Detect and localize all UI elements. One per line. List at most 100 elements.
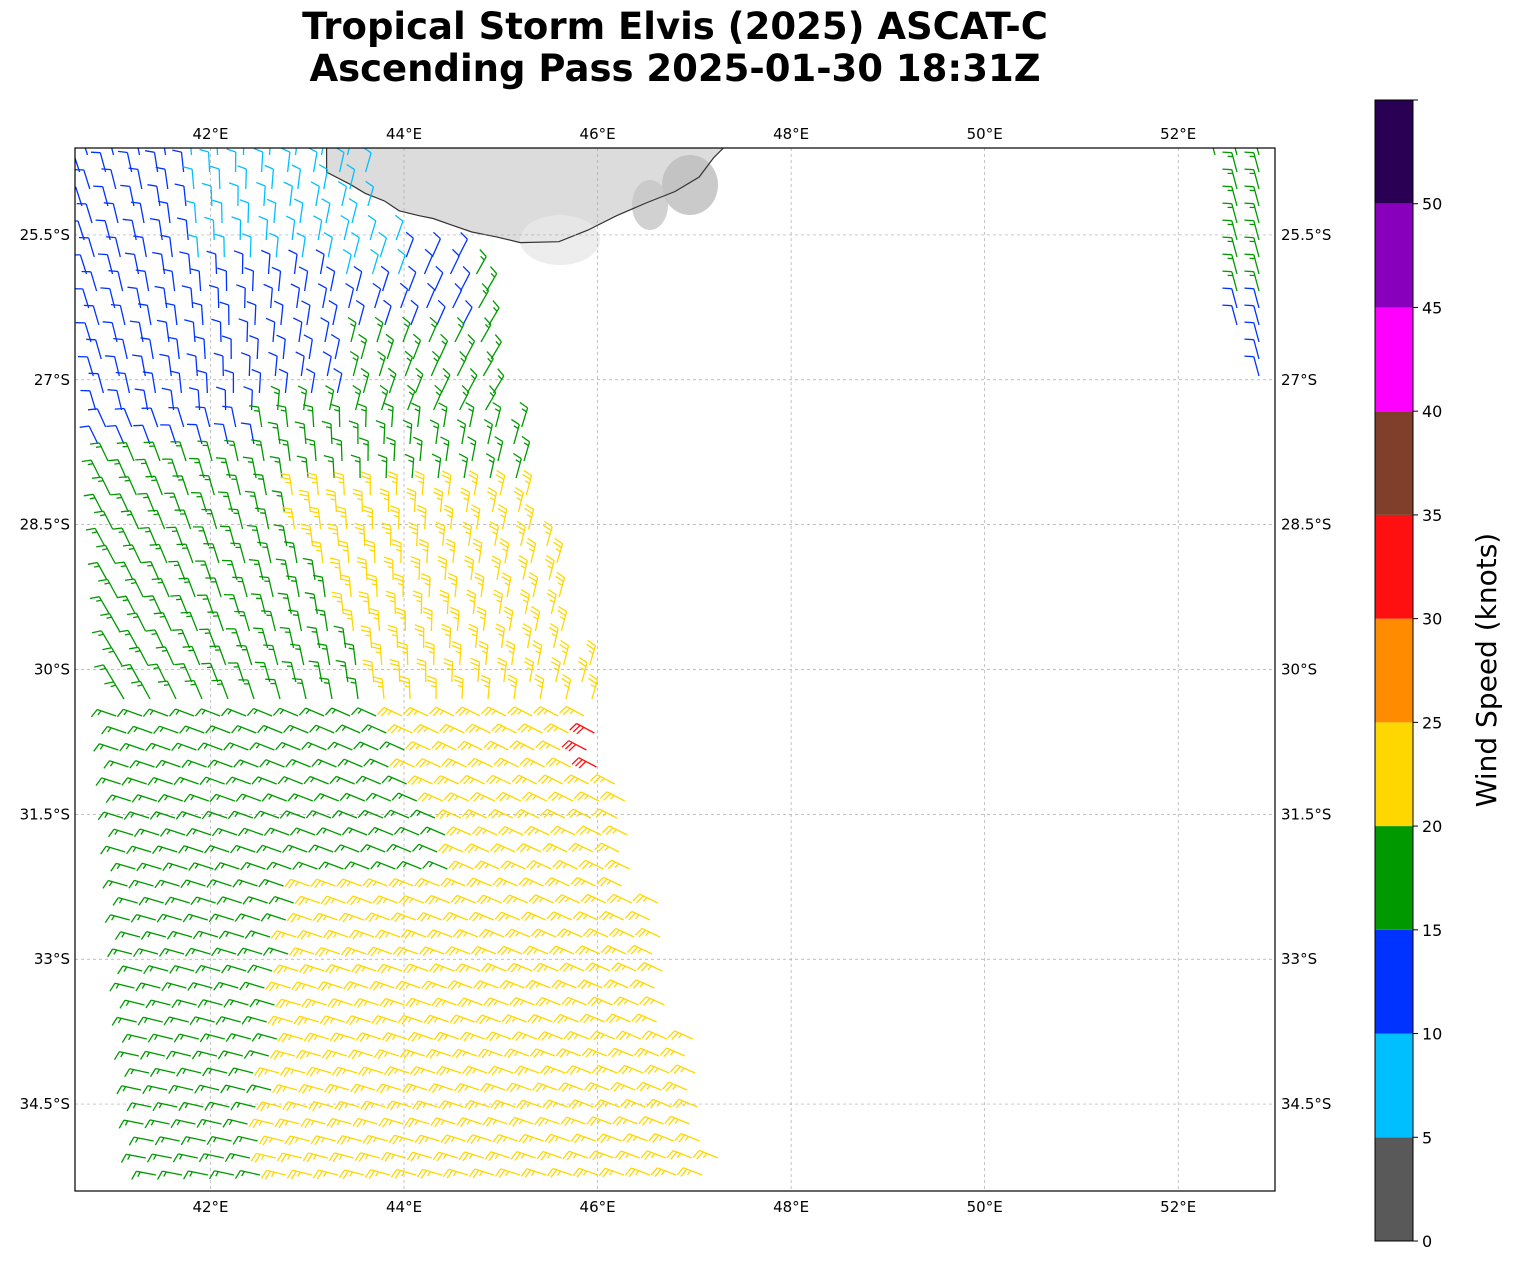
wind-barb [257,541,272,564]
wind-barb [119,999,145,1009]
wind-barb [373,1049,400,1060]
wind-barb [360,367,370,394]
wind-barb [258,1135,284,1146]
wind-barb [128,879,154,889]
wind-barb [291,164,302,190]
wind-barb [226,148,237,173]
wind-barb [613,996,639,1007]
lat-tick-label-right: 30°S [1281,661,1317,679]
wind-barb [410,299,419,326]
wind-barb [262,947,289,956]
wind-barb [288,609,303,632]
wind-barb [521,435,531,462]
wind-barb [205,725,231,734]
wind-barb [206,1135,232,1146]
wind-barb [499,979,525,990]
wind-barb [478,283,490,309]
wind-barb [529,1048,556,1059]
wind-barb [272,707,299,717]
wind-barb [157,680,177,700]
wind-barb [318,164,329,190]
wind-barb [579,1013,605,1024]
lat-tick-label-left: 34.5°S [20,1095,70,1113]
wind-barb [346,148,350,156]
lon-tick-label-top: 52°E [1160,125,1196,143]
wind-barb [354,522,366,547]
wind-barb [208,1170,235,1180]
colorbar-bin [1375,307,1413,412]
wind-barb [153,725,179,735]
wind-barb [126,612,146,632]
wind-barb [283,181,293,207]
wind-barb [260,1169,287,1180]
lat-tick-label-right: 34.5°S [1281,1095,1331,1113]
wind-barb [203,543,220,564]
wind-barb [531,1082,558,1093]
wind-barb [569,722,595,735]
wind-barb [161,982,187,992]
wind-barb [467,757,493,768]
wind-barb [522,945,549,956]
wind-barb [546,1167,573,1178]
wind-barb [1222,151,1238,173]
wind-barb [515,520,526,547]
wind-barb [534,674,545,700]
wind-barb [267,1015,293,1026]
wind-barb [116,441,135,462]
wind-barb [317,283,328,309]
wind-barb [157,1170,183,1180]
wind-barb [643,1064,670,1075]
wind-barb [587,996,613,1007]
colorbar-tick-label: 5 [1422,1128,1432,1147]
wind-barb [195,560,212,581]
wind-barb [337,540,350,564]
wind-barb [535,740,561,751]
wind-barb [428,963,455,974]
wind-barb [122,544,142,564]
wind-barb [639,996,665,1006]
wind-barb [209,645,227,666]
wind-barb [98,578,118,598]
wind-barb [1244,202,1260,224]
wind-barb [84,148,89,156]
wind-barb [294,421,307,445]
wind-barb [147,1033,173,1043]
wind-barb [336,1135,362,1145]
wind-barb [297,385,308,411]
wind-barb [94,510,114,530]
wind-barb [298,707,325,717]
wind-barb [313,215,323,241]
wind-barb [669,1064,696,1075]
wind-barb [241,233,252,258]
wind-barb [149,811,176,820]
wind-barb [388,1134,414,1145]
wind-barb [308,506,322,530]
wind-barb [136,862,162,872]
wind-barb [456,350,467,377]
wind-barb [304,592,318,615]
wind-barb [183,793,210,803]
wind-barb [496,945,523,956]
wind-barb [519,589,530,615]
wind-barb [269,455,283,479]
wind-barb [353,741,379,751]
wind-barb [443,658,454,683]
wind-barb [577,979,603,990]
wind-barb [316,643,331,666]
wind-barb [198,1153,224,1163]
lat-tick-label-left: 28.5°S [20,516,70,534]
wind-barb [323,232,333,258]
wind-barb [224,1152,250,1163]
wind-barb [1222,236,1238,258]
wind-barb [108,270,124,292]
wind-barb [475,1014,501,1025]
wind-barb [319,677,333,700]
wind-barb [232,1135,258,1145]
wind-barb [364,912,391,923]
wind-barb [387,724,413,734]
wind-barb [395,980,421,991]
wind-barb [106,424,125,445]
wind-barb [266,198,277,224]
wind-barb [329,1032,355,1043]
wind-barb [212,199,223,224]
